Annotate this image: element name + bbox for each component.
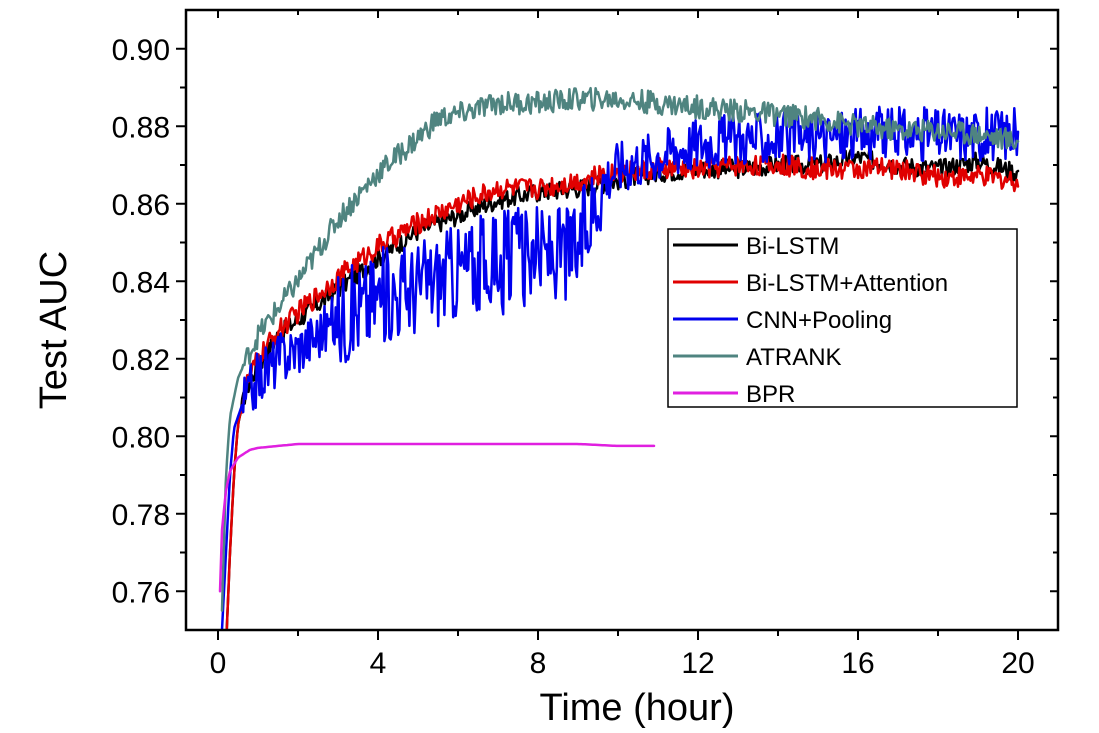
legend: Bi-LSTM Bi-LSTM+Attention CNN+Pooling ATRAN… (667, 228, 1018, 408)
series-group (218, 86, 1020, 630)
x-tick-label: 4 (370, 647, 387, 680)
x-tick-label: 0 (210, 647, 227, 680)
y-tick-label: 0.82 (112, 344, 170, 377)
x-tick-label: 20 (1001, 647, 1034, 680)
x-tick-label: 8 (530, 647, 547, 680)
legend-label: Bi-LSTM+Attention (746, 270, 948, 297)
x-tick-label: 12 (681, 647, 714, 680)
legend-label: Bi-LSTM (746, 233, 839, 260)
legend-label: BPR (746, 381, 795, 408)
legend-label: ATRANK (746, 344, 842, 371)
series-line-bpr (218, 442, 656, 593)
series-line-atrank (220, 86, 1020, 612)
y-tick-label: 0.86 (112, 189, 170, 222)
axes: 0 4 8 12 16 20 0.76 0.78 0.80 0.82 0.84 0.86 0.88 0.9… (112, 10, 1058, 680)
y-tick-label: 0.88 (112, 111, 170, 144)
y-axis-title: Test AUC (33, 251, 75, 409)
y-tick-label: 0.80 (112, 421, 170, 454)
y-tick-label: 0.78 (112, 499, 170, 532)
y-tick-label: 0.84 (112, 266, 170, 299)
series-line-cnn-pooling (220, 105, 1020, 630)
y-tick-label: 0.90 (112, 34, 170, 67)
y-tick-label: 0.76 (112, 576, 170, 609)
legend-label: CNN+Pooling (746, 307, 892, 334)
x-tick-label: 16 (841, 647, 874, 680)
x-axis-title: Time (hour) (540, 687, 735, 729)
